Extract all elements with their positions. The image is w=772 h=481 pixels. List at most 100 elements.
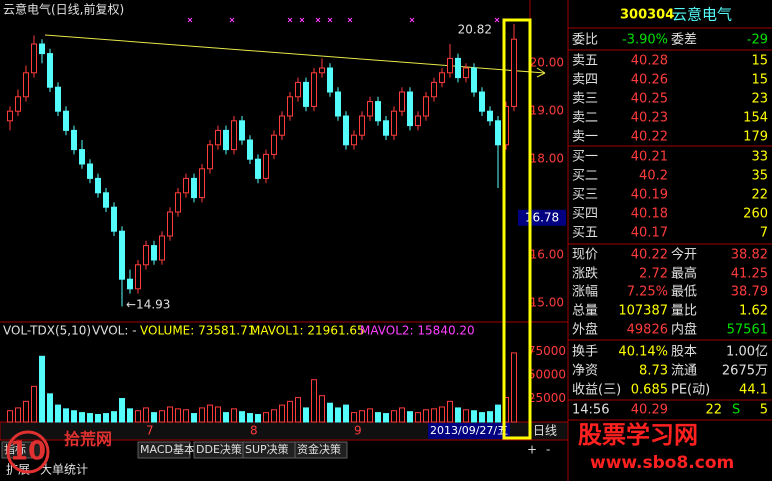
bottom-tab[interactable]: 大单统计 [40,463,88,477]
candle-body [79,149,85,165]
volume-bar [103,413,109,423]
volume-bar [471,410,477,423]
candle-body [223,129,229,151]
tick-field: 5 [760,403,768,418]
chart-title: 云意电气(日线,前复权) [3,2,124,17]
watermark: www.sbo8.com [590,453,734,473]
volume-bar [271,409,277,423]
tab-label[interactable]: MACD基本 [140,442,195,456]
quote-label: 买一 [572,150,598,165]
candle-body [279,115,285,136]
quote-value: 179 [743,130,768,145]
watermark: 股票学习网 [578,421,698,449]
trend-line [44,34,546,74]
candle-body [511,38,517,107]
candle-body [287,96,293,117]
stock-name: 云意电气 [672,6,732,24]
stock-code: 300304 [620,8,674,23]
volume-bar [47,393,53,423]
tick-field: S [732,403,740,418]
candle-body [383,120,389,136]
candle-body [367,101,373,117]
volume-bar [87,413,93,423]
y-tick-label: 50000 [528,368,566,382]
candle-body [239,120,245,141]
quote-value: 22 [751,188,768,203]
quote-value: 15 [751,54,768,69]
event-marker [287,17,293,23]
candle-body [127,278,133,290]
volume-bar [159,410,165,423]
event-marker [187,17,193,23]
candle-body [119,230,125,280]
candle-body [143,245,149,266]
quote-value: 2675万 [722,364,768,379]
quote-value: 260 [743,207,768,222]
quote-value: 40.17 [631,226,668,241]
candle-body [431,81,437,98]
event-marker [347,17,353,23]
candle-body [391,110,397,136]
control[interactable]: - [546,443,550,457]
volume-bar [175,408,181,423]
quote-value: 2.72 [639,267,668,282]
quote-value: 40.25 [631,92,668,107]
volume-bar [303,407,309,423]
tab [1,441,43,459]
quote-label: 买二 [572,169,598,184]
tab-label[interactable]: 资金决策 [297,442,341,456]
volume-bar [63,408,69,423]
watermark: 拾荒网 [64,430,112,449]
volume-bar [55,404,61,423]
candle-body [327,67,333,93]
x-tick-label: 8 [250,424,258,438]
quote-label: 净资 [572,364,598,379]
quote-value: 107387 [618,304,668,319]
high-label: 20.82 [458,23,492,37]
event-marker [299,17,305,23]
candle-body [311,72,317,107]
quote-label: 卖五 [572,54,598,69]
candle-body [63,110,69,131]
quote-label: 涨跌 [572,266,598,282]
volume-bar [183,409,189,423]
indicator-label: VVOL: - [92,324,137,338]
candle-body [463,67,469,79]
quote-label: 买三 [572,188,598,203]
y-tick-label: 75000 [528,344,566,358]
candle-body [103,192,109,208]
y-tick-label: 15.00 [530,296,564,310]
period-label: 日线 [533,424,557,438]
tab-label[interactable]: DDE决策 [196,442,242,456]
quote-label: 现价 [572,248,598,263]
indicator-label: MAVOL2: 15840.20 [360,324,475,338]
cursor-date-box [428,423,510,439]
quote-value: -3.90% [622,33,668,48]
candle-body [31,43,37,74]
candle-body [255,158,261,179]
volume-bar [143,407,149,423]
quote-label: 委差 [671,33,697,48]
candle-body [319,67,325,74]
candle-body [7,110,13,122]
volume-bar [279,404,285,423]
quote-value: 40.22 [631,130,668,145]
candle-body [199,168,205,199]
volume-bar [399,407,405,423]
quote-label: 收益(三) [572,383,621,398]
candle-body [455,57,461,79]
candle-body [415,115,421,127]
indicator-label: VOLUME: 73581.71 [140,324,255,338]
candle-body [191,177,197,199]
quote-value: 23 [751,92,768,107]
volume-bar [335,407,341,423]
quote-label: 最低 [671,285,697,300]
tab-label[interactable]: SUP决策 [245,442,289,456]
volume-bar [495,404,501,423]
candle-body [15,96,21,112]
candle-body [263,153,269,179]
volume-bar [111,411,117,423]
control[interactable]: + [527,443,537,457]
low-label: ←14.93 [126,298,170,312]
quote-label: 涨幅 [572,285,598,300]
